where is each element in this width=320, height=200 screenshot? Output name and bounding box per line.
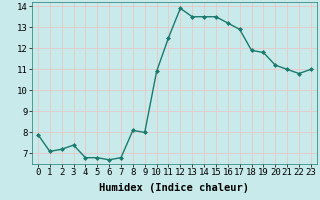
X-axis label: Humidex (Indice chaleur): Humidex (Indice chaleur) — [100, 183, 249, 193]
